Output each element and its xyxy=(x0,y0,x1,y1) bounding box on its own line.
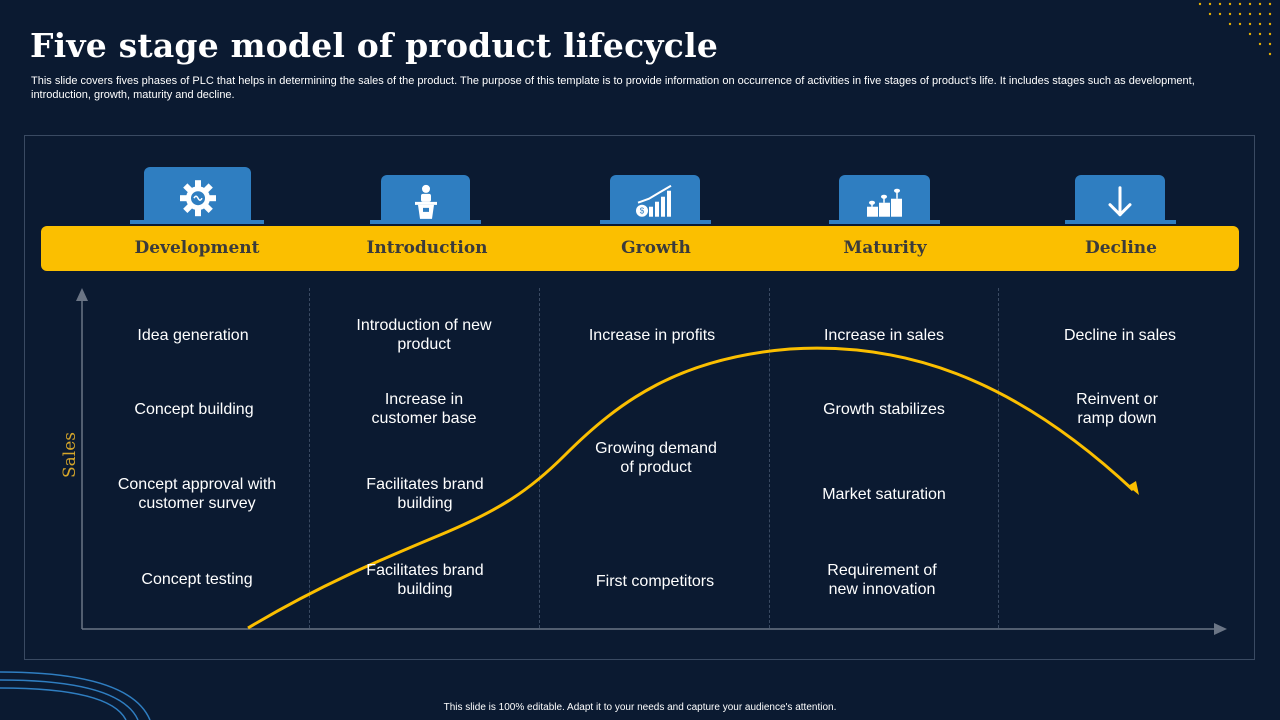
tab-base-decline xyxy=(1065,220,1176,224)
page-subtitle: This slide covers fives phases of PLC th… xyxy=(31,75,1195,101)
column-divider xyxy=(309,288,310,628)
maturity-item: Increase in sales xyxy=(823,327,945,344)
growth-item: Increase in profits xyxy=(588,327,716,344)
x-axis-arrowhead xyxy=(1214,623,1227,635)
tab-maturity xyxy=(839,175,930,222)
tab-decline xyxy=(1075,175,1165,222)
stage-band xyxy=(41,226,1239,271)
growth-item: Growing demand of product xyxy=(595,440,717,476)
page-title: Five stage model of product lifecycle xyxy=(30,26,719,65)
stage-label-development: Development xyxy=(134,238,260,258)
plant-growth-icon xyxy=(866,188,902,217)
column-divider xyxy=(769,288,770,628)
maturity-item: Requirement of new innovation xyxy=(827,562,937,598)
tab-base-maturity xyxy=(829,220,940,224)
tab-introduction xyxy=(381,175,470,222)
introduction-item: Facilitates brand building xyxy=(366,562,484,598)
sales-curve-arrowhead xyxy=(1128,481,1139,495)
introduction-item: Increase in customer base xyxy=(371,391,477,427)
footer-note: This slide is 100% editable. Adapt it to… xyxy=(443,702,837,713)
y-axis-arrowhead xyxy=(76,288,88,301)
stage-label-introduction: Introduction xyxy=(366,238,488,258)
tab-base-development xyxy=(130,220,264,224)
presenter-podium-icon xyxy=(414,184,437,219)
svg-text:$: $ xyxy=(640,206,645,215)
introduction-item: Introduction of new product xyxy=(356,317,492,353)
introduction-item: Facilitates brand building xyxy=(366,476,484,512)
arrow-down-icon xyxy=(1108,185,1132,216)
decline-item: Reinvent or ramp down xyxy=(1076,391,1158,427)
gear-brain-icon xyxy=(179,179,216,216)
y-axis-label: Sales xyxy=(60,431,81,479)
column-divider xyxy=(539,288,540,628)
maturity-item: Market saturation xyxy=(822,486,946,503)
corner-dots-decoration xyxy=(1198,2,1272,56)
sales-curve xyxy=(247,346,1135,630)
development-item: Concept approval with customer survey xyxy=(117,476,277,512)
tab-growth: $ xyxy=(610,175,700,222)
growth-chart-icon: $ xyxy=(636,184,672,217)
stage-label-growth: Growth xyxy=(621,238,691,258)
column-divider xyxy=(998,288,999,628)
tab-base-growth xyxy=(600,220,711,224)
maturity-item: Growth stabilizes xyxy=(823,401,945,418)
stage-label-decline: Decline xyxy=(1084,238,1157,258)
development-item: Concept testing xyxy=(141,571,253,588)
decline-item: Decline in sales xyxy=(1063,327,1177,344)
tab-development xyxy=(144,167,251,222)
corner-arcs-decoration xyxy=(0,671,151,720)
development-item: Concept building xyxy=(134,401,254,418)
development-item: Idea generation xyxy=(137,327,249,344)
growth-item: First competitors xyxy=(595,573,715,590)
stage-label-maturity: Maturity xyxy=(843,238,927,258)
tab-base-introduction xyxy=(370,220,481,224)
diagram-frame xyxy=(24,135,1255,660)
